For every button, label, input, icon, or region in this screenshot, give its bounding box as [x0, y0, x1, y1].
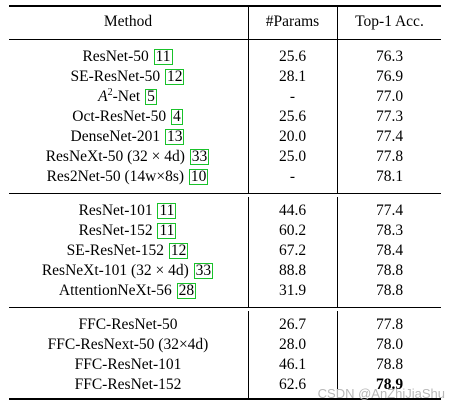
- acc-value: 77.3: [375, 108, 404, 125]
- params-value: 25.0: [278, 148, 307, 165]
- acc-value: 77.8: [375, 316, 404, 333]
- table-row: Oct-ResNet-50 4 25.6 77.3: [9, 107, 441, 127]
- params-value: 31.9: [278, 282, 307, 299]
- acc-value: 77.0: [375, 88, 404, 105]
- table-row: Res2Net-50 (14w×8s) 10 - 78.1: [9, 167, 441, 187]
- column-divider: [337, 197, 338, 307]
- acc-value: 76.9: [375, 68, 404, 85]
- table-row: ResNeXt-101 (32 × 4d) 33 88.8 78.8: [9, 261, 441, 281]
- column-divider: [337, 311, 338, 398]
- citation-link[interactable]: 4: [170, 108, 183, 125]
- params-value: 62.6: [278, 376, 307, 393]
- table-row: ResNet-50 11 25.6 76.3: [9, 47, 441, 67]
- header-row: Method #Params Top-1 Acc.: [9, 12, 441, 32]
- method-name-math: A: [98, 88, 108, 105]
- citation-link[interactable]: 28: [176, 282, 197, 299]
- table-row: FFC-ResNet-101 46.1 78.8: [9, 355, 441, 375]
- table-row: SE-ResNet-152 12 67.2 78.4: [9, 241, 441, 261]
- header-method: Method: [103, 13, 153, 30]
- params-value: 28.0: [278, 336, 307, 353]
- method-name: SE-ResNet-50: [70, 68, 161, 85]
- params-value: 44.6: [278, 202, 307, 219]
- table-row: ResNet-152 11 60.2 78.3: [9, 221, 441, 241]
- params-value: 46.1: [278, 356, 307, 373]
- column-divider: [248, 6, 249, 193]
- table-row: SE-ResNet-50 12 28.1 76.9: [9, 67, 441, 87]
- table-row: ResNet-101 11 44.6 77.4: [9, 201, 441, 221]
- method-name: ResNet-152: [78, 222, 153, 239]
- method-name: FFC-ResNext-50 (32×4d): [47, 336, 209, 353]
- table-row: DenseNet-201 13 20.0 77.4: [9, 127, 441, 147]
- top-rule: [9, 5, 441, 7]
- params-value: 25.6: [278, 48, 307, 65]
- citation-link[interactable]: 33: [189, 148, 210, 165]
- bottom-rule: [9, 398, 441, 400]
- column-divider: [248, 311, 249, 398]
- params-value: -: [289, 168, 296, 185]
- citation-link[interactable]: 11: [157, 202, 177, 219]
- citation-link[interactable]: 33: [193, 262, 214, 279]
- header-rule: [9, 39, 441, 40]
- method-name: ResNet-101: [78, 202, 153, 219]
- params-value: 26.7: [278, 316, 307, 333]
- acc-value: 77.8: [375, 148, 404, 165]
- acc-value: 78.8: [375, 356, 404, 373]
- method-name: DenseNet-201: [70, 128, 161, 145]
- params-value: -: [289, 88, 296, 105]
- params-value: 60.2: [278, 222, 307, 239]
- params-value: 25.6: [278, 108, 307, 125]
- method-name: FFC-ResNet-152: [74, 376, 182, 393]
- method-name: ResNet-50: [82, 48, 149, 65]
- watermark: CSDN @AnZhiJiaShu: [317, 386, 445, 401]
- acc-value: 78.4: [375, 242, 404, 259]
- citation-link[interactable]: 12: [164, 68, 185, 85]
- method-name: SE-ResNet-152: [66, 242, 164, 259]
- column-divider: [337, 6, 338, 193]
- citation-link[interactable]: 13: [164, 128, 185, 145]
- citation-link[interactable]: 12: [168, 242, 189, 259]
- method-superscript: 2: [107, 86, 113, 98]
- group-rule: [9, 193, 441, 194]
- group-rule: [9, 307, 441, 308]
- table-row: FFC-ResNext-50 (32×4d) 28.0 78.0: [9, 335, 441, 355]
- table-row: ResNeXt-50 (32 × 4d) 33 25.0 77.8: [9, 147, 441, 167]
- method-name: FFC-ResNet-101: [74, 356, 182, 373]
- method-name: Res2Net-50 (14w×8s): [46, 168, 185, 185]
- column-divider: [248, 197, 249, 307]
- citation-link[interactable]: 11: [157, 222, 177, 239]
- citation-link[interactable]: 5: [145, 88, 157, 105]
- header-params: #Params: [265, 13, 320, 30]
- method-name: ResNeXt-50 (32 × 4d): [45, 148, 185, 165]
- acc-value: 78.0: [375, 336, 404, 353]
- citation-link[interactable]: 11: [153, 48, 173, 65]
- method-name: FFC-ResNet-50: [78, 316, 178, 333]
- acc-value: 77.4: [375, 128, 404, 145]
- acc-value: 78.3: [375, 222, 404, 239]
- method-name: AttentionNeXt-56: [58, 282, 172, 299]
- acc-value: 77.4: [375, 202, 404, 219]
- method-name: ResNeXt-101 (32 × 4d): [41, 262, 189, 279]
- params-value: 67.2: [278, 242, 307, 259]
- acc-value: 78.1: [375, 168, 404, 185]
- acc-value: 76.3: [375, 48, 404, 65]
- method-name: -Net: [112, 88, 141, 105]
- table-row: FFC-ResNet-50 26.7 77.8: [9, 315, 441, 335]
- citation-link[interactable]: 10: [188, 168, 209, 185]
- table-row: AttentionNeXt-56 28 31.9 78.8: [9, 281, 441, 301]
- header-acc: Top-1 Acc.: [355, 13, 424, 30]
- params-value: 20.0: [278, 128, 307, 145]
- params-value: 28.1: [278, 68, 307, 85]
- table-row: A2-Net 5 - 77.0: [9, 87, 441, 107]
- acc-value-best: 78.9: [375, 376, 404, 393]
- acc-value: 78.8: [375, 282, 404, 299]
- table-row: FFC-ResNet-152 62.6 78.9: [9, 375, 441, 395]
- method-name: Oct-ResNet-50: [72, 108, 167, 125]
- params-value: 88.8: [278, 262, 307, 279]
- acc-value: 78.8: [375, 262, 404, 279]
